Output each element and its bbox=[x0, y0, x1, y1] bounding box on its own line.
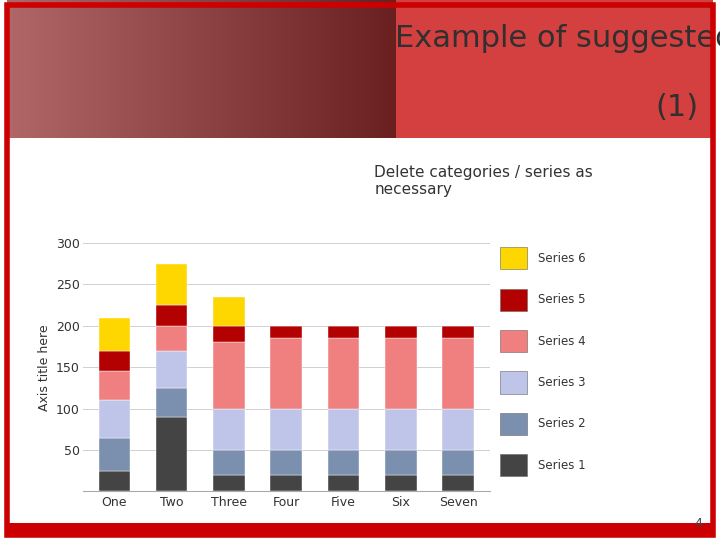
Text: (1): (1) bbox=[656, 93, 698, 122]
Bar bbox=[99, 318, 130, 350]
Bar bbox=[442, 326, 474, 338]
Bar bbox=[328, 338, 359, 409]
Bar bbox=[213, 326, 245, 342]
Text: Example of suggested chart formatting: Example of suggested chart formatting bbox=[395, 24, 720, 53]
Bar bbox=[213, 409, 245, 450]
Bar bbox=[385, 326, 417, 338]
Bar bbox=[500, 454, 526, 476]
Bar bbox=[442, 338, 474, 409]
Bar bbox=[156, 388, 187, 417]
Bar bbox=[271, 450, 302, 475]
Y-axis label: Axis title here: Axis title here bbox=[37, 324, 50, 410]
Bar bbox=[99, 437, 130, 471]
Bar bbox=[385, 450, 417, 475]
Bar bbox=[328, 475, 359, 491]
Bar bbox=[271, 338, 302, 409]
Bar bbox=[500, 330, 526, 352]
Text: 4: 4 bbox=[694, 517, 702, 530]
Bar bbox=[500, 372, 526, 394]
Bar bbox=[385, 409, 417, 450]
Bar bbox=[213, 297, 245, 326]
Bar bbox=[500, 247, 526, 269]
Bar bbox=[500, 288, 526, 311]
Bar bbox=[156, 264, 187, 305]
Bar bbox=[500, 413, 526, 435]
Bar bbox=[328, 326, 359, 338]
Bar bbox=[385, 338, 417, 409]
Bar bbox=[156, 305, 187, 326]
Text: Series 1: Series 1 bbox=[538, 459, 585, 472]
Bar bbox=[99, 400, 130, 437]
Bar bbox=[213, 342, 245, 409]
Bar bbox=[385, 475, 417, 491]
Text: Series 2: Series 2 bbox=[538, 417, 585, 430]
Bar bbox=[442, 450, 474, 475]
Text: Delete categories / series as
necessary: Delete categories / series as necessary bbox=[374, 165, 593, 197]
Bar bbox=[328, 450, 359, 475]
Bar bbox=[442, 409, 474, 450]
Text: Series 3: Series 3 bbox=[538, 376, 585, 389]
Bar bbox=[271, 409, 302, 450]
Bar bbox=[213, 450, 245, 475]
Bar bbox=[156, 350, 187, 388]
Bar bbox=[156, 326, 187, 350]
Bar bbox=[99, 471, 130, 491]
Bar bbox=[213, 475, 245, 491]
Bar bbox=[328, 409, 359, 450]
Text: Series 6: Series 6 bbox=[538, 252, 585, 265]
Text: Series 5: Series 5 bbox=[538, 293, 585, 306]
Bar bbox=[271, 475, 302, 491]
Bar bbox=[156, 417, 187, 491]
Bar bbox=[271, 326, 302, 338]
Bar bbox=[442, 475, 474, 491]
Bar bbox=[99, 350, 130, 372]
Text: Series 4: Series 4 bbox=[538, 335, 585, 348]
Bar bbox=[99, 372, 130, 400]
